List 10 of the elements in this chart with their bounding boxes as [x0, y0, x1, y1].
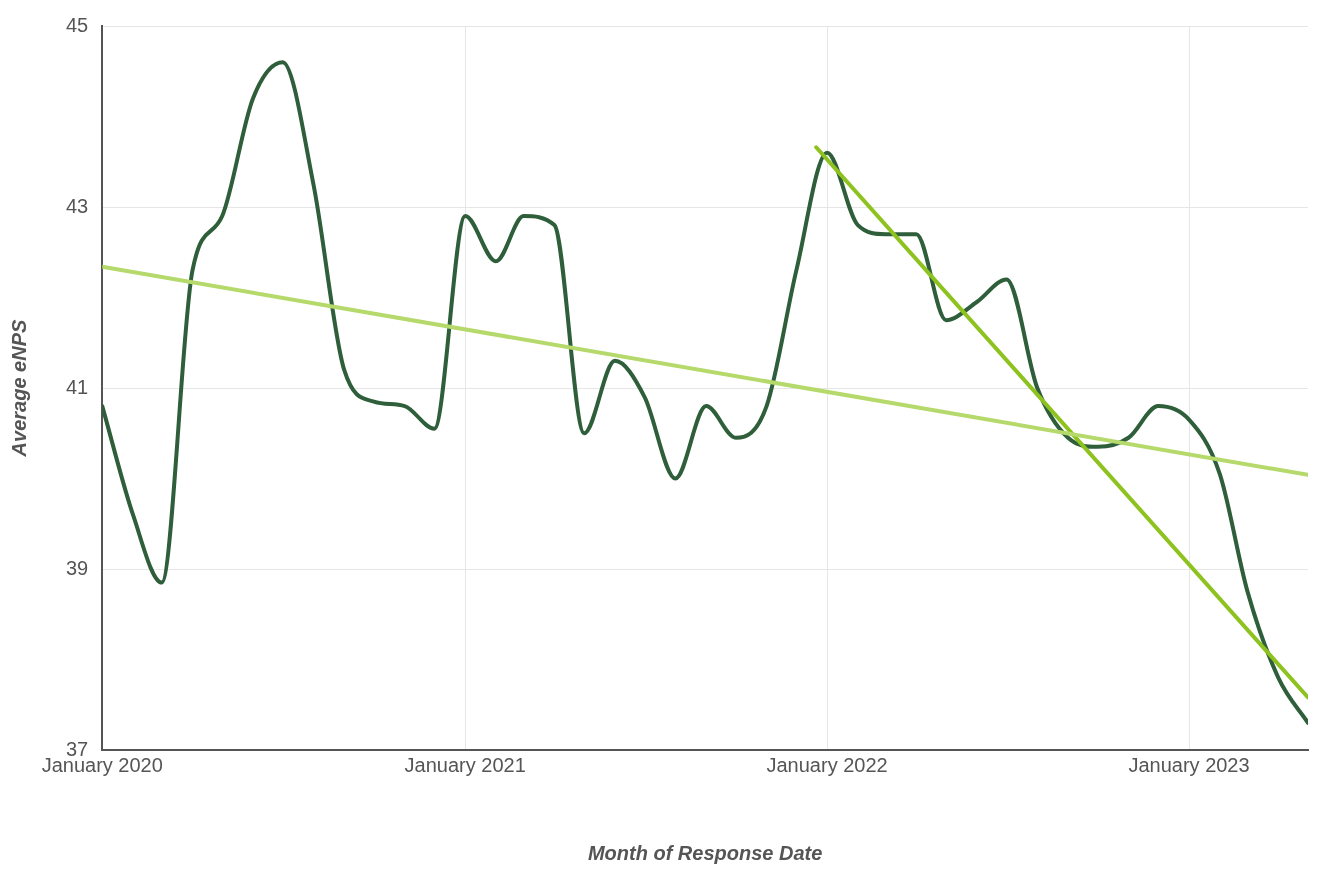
y-tick-label: 41: [66, 375, 89, 398]
x-tick-label: January 2023: [1128, 753, 1250, 776]
x-axis-title: Month of Response Date: [587, 841, 823, 864]
y-tick-label: 43: [66, 194, 89, 217]
y-axis-title: Average eNPS: [7, 318, 30, 458]
x-tick-label: January 2022: [766, 753, 888, 776]
x-tick-label: January 2021: [404, 753, 526, 776]
y-tick-label: 39: [66, 556, 89, 579]
line-series: [102, 60, 1308, 725]
y-tick-label: 45: [66, 13, 89, 36]
